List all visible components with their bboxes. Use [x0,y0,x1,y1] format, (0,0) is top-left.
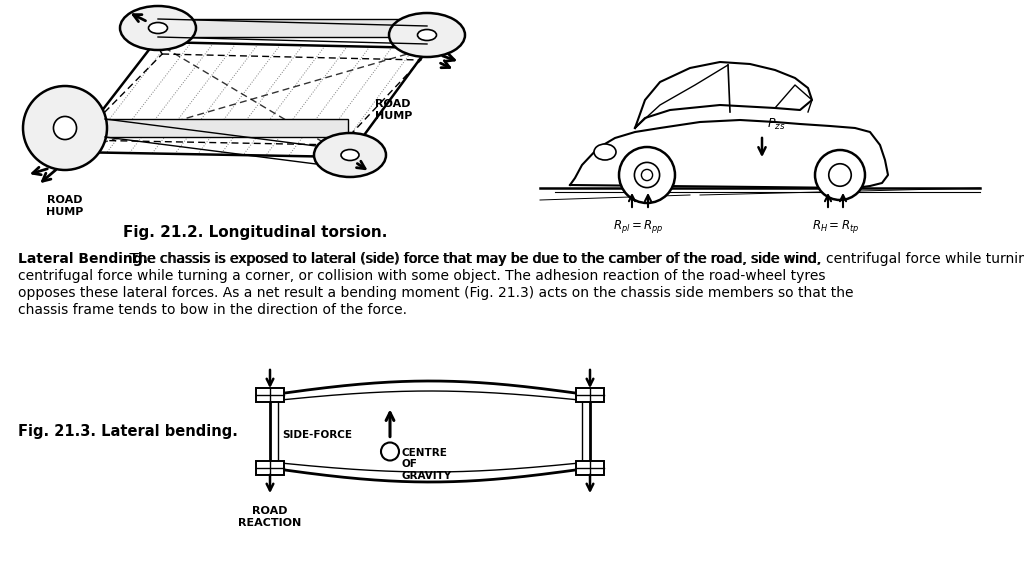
Text: $P_{zs}$: $P_{zs}$ [767,117,785,132]
Text: ROAD
HUMP: ROAD HUMP [46,195,84,217]
Bar [256,388,284,402]
Text: centrifugal force while turning a corner, or collision with some object. The adh: centrifugal force while turning a corner… [18,269,825,283]
Bar [158,19,427,37]
Circle shape [381,442,399,460]
Ellipse shape [148,22,168,33]
Ellipse shape [389,13,465,57]
Text: Lateral Bending.: Lateral Bending. [18,252,147,266]
Circle shape [635,162,659,188]
Ellipse shape [341,150,359,161]
Text: ROAD
REACTION: ROAD REACTION [239,506,302,528]
Ellipse shape [53,116,77,139]
Bar [105,119,348,137]
Ellipse shape [314,133,386,177]
Circle shape [828,164,851,186]
Text: $R_{pl}=R_{pp}$: $R_{pl}=R_{pp}$ [612,218,664,235]
Bar [575,388,604,402]
Text: chassis frame tends to bow in the direction of the force.: chassis frame tends to bow in the direct… [18,303,407,317]
Ellipse shape [120,6,196,50]
Circle shape [641,169,652,181]
Ellipse shape [418,29,436,40]
Circle shape [815,150,865,200]
Bar [575,461,604,475]
Text: Fig. 21.3. Lateral bending.: Fig. 21.3. Lateral bending. [18,424,238,439]
Text: The chassis is exposed to lateral (side) force that may be due to the camber of : The chassis is exposed to lateral (side)… [126,252,1024,266]
Text: SIDE-FORCE: SIDE-FORCE [282,430,352,439]
Text: CENTRE
OF
GRAVITY: CENTRE OF GRAVITY [402,448,453,481]
Text: $R_H=R_{tp}$: $R_H=R_{tp}$ [812,218,860,235]
Text: opposes these lateral forces. As a net result a bending moment (Fig. 21.3) acts : opposes these lateral forces. As a net r… [18,286,853,300]
Circle shape [618,147,675,203]
Text: Fig. 21.2. Longitudinal torsion.: Fig. 21.2. Longitudinal torsion. [123,225,387,240]
Text: The chassis is exposed to lateral (side) force that may be due to the camber of : The chassis is exposed to lateral (side)… [125,252,820,266]
Ellipse shape [23,86,106,170]
Ellipse shape [594,144,616,160]
Text: ROAD
HUMP: ROAD HUMP [375,99,413,121]
Bar [256,461,284,475]
